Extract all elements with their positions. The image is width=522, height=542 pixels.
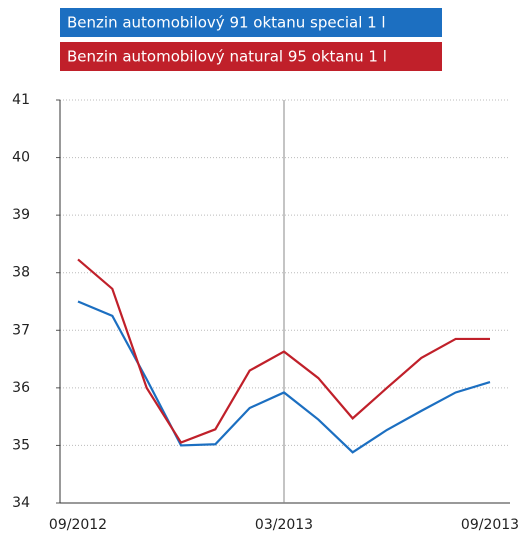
y-tick-label: 34 <box>12 495 30 511</box>
x-tick-label: 09/2013 <box>461 517 519 533</box>
series-line <box>77 258 490 444</box>
legend-box <box>60 42 442 71</box>
y-tick-label: 41 <box>12 92 30 108</box>
legend-box <box>60 8 442 37</box>
legend-label: Benzin automobilový 91 oktanu special 1 … <box>67 14 386 32</box>
x-tick-label: 03/2013 <box>255 517 313 533</box>
y-tick-label: 38 <box>12 265 30 281</box>
y-tick-label: 40 <box>12 150 30 166</box>
series-line <box>77 300 491 454</box>
y-tick-label: 37 <box>12 322 30 338</box>
y-tick-label: 39 <box>12 207 30 223</box>
y-tick-label: 35 <box>12 437 30 453</box>
x-tick-label: 09/2012 <box>49 517 107 533</box>
y-tick-label: 36 <box>12 380 30 396</box>
legend-label: Benzin automobilový natural 95 oktanu 1 … <box>67 48 387 66</box>
